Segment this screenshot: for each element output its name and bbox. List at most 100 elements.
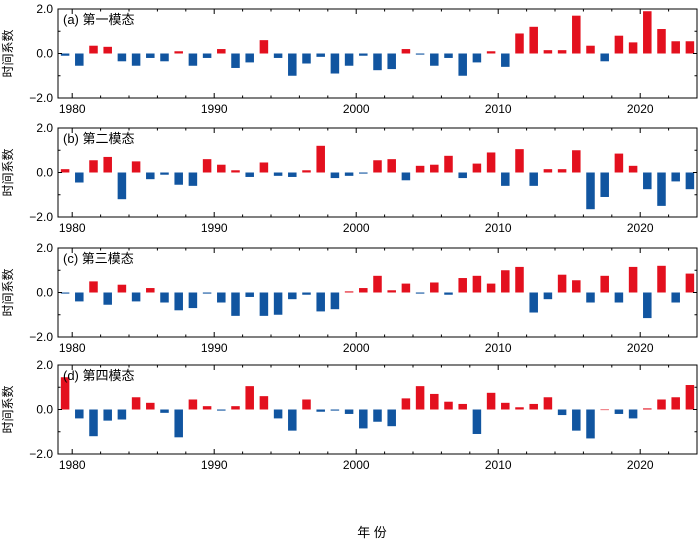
- x-tick-label: 1990: [201, 102, 228, 116]
- bar: [103, 292, 112, 305]
- bar: [344, 291, 354, 293]
- bar: [572, 280, 581, 293]
- bar: [515, 149, 524, 173]
- bar: [316, 53, 325, 57]
- bar: [444, 292, 453, 295]
- bar: [387, 409, 396, 427]
- bar: [415, 386, 425, 410]
- bar: [614, 35, 624, 54]
- bar: [103, 46, 112, 54]
- bar: [231, 406, 240, 410]
- bar: [373, 53, 382, 71]
- bar: [131, 397, 141, 410]
- y-axis-label: 时间系数: [0, 385, 15, 433]
- bar: [643, 11, 652, 54]
- bar: [217, 164, 226, 173]
- x-tick-label: 1990: [201, 221, 228, 235]
- bar: [685, 172, 695, 190]
- bar: [359, 288, 368, 293]
- bar: [75, 292, 84, 302]
- bar: [231, 53, 240, 68]
- chart-panels: −2.0 0.0 2.0 1980 1990 2000 2010 2020 (a) 第一模态时间…: [0, 2, 698, 472]
- bar: [430, 164, 439, 173]
- bar: [628, 266, 638, 293]
- x-tick-label: 2000: [343, 458, 370, 472]
- bar: [259, 396, 269, 410]
- bar: [472, 163, 482, 173]
- bar: [458, 172, 467, 179]
- x-tick-label: 2000: [343, 341, 370, 355]
- bar: [501, 402, 510, 410]
- bar: [458, 403, 467, 410]
- bar: [131, 161, 141, 173]
- y-tick-label: −2.0: [29, 91, 53, 105]
- y-tick-label: 2.0: [36, 241, 53, 255]
- y-tick-label: 2.0: [36, 2, 53, 16]
- bar: [415, 292, 425, 294]
- panel-3: −2.0 0.0 2.0 1980 1990 2000 2010 2020 (c) 第三模态时间…: [0, 241, 698, 355]
- bar: [472, 275, 482, 293]
- bar: [103, 409, 112, 421]
- bar: [529, 403, 538, 410]
- bar: [117, 284, 127, 293]
- bar: [401, 49, 411, 54]
- bar: [188, 292, 198, 309]
- bar: [458, 278, 467, 293]
- bar: [472, 409, 482, 434]
- bar: [671, 397, 680, 410]
- bar: [202, 406, 212, 410]
- bar: [245, 53, 254, 63]
- bar: [572, 150, 581, 173]
- bar: [160, 172, 169, 175]
- bar: [586, 292, 595, 303]
- bar: [174, 409, 183, 438]
- bar: [359, 409, 368, 429]
- bar: [202, 53, 212, 58]
- bar: [444, 401, 453, 410]
- bar: [330, 292, 340, 310]
- bar: [543, 397, 553, 410]
- x-tick-label: 2000: [343, 102, 370, 116]
- bar: [188, 399, 198, 410]
- bar: [231, 170, 240, 173]
- bar: [75, 172, 84, 183]
- bar: [685, 273, 695, 293]
- bar: [373, 409, 382, 422]
- bar: [543, 292, 553, 300]
- bar: [60, 377, 70, 410]
- y-tick-label: 0.0: [36, 403, 53, 417]
- bar: [288, 172, 297, 177]
- x-tick-label: 2010: [485, 458, 512, 472]
- bar: [614, 409, 624, 414]
- bar: [330, 172, 340, 179]
- x-tick-label: 1980: [59, 341, 86, 355]
- x-tick-label: 2020: [627, 458, 654, 472]
- panel-4: −2.0 0.0 2.0 1980 1990 2000 2010 2020 (d) 第四模态时间…: [0, 358, 698, 472]
- bar: [557, 274, 567, 293]
- x-tick-label: 2020: [627, 102, 654, 116]
- bar: [302, 170, 311, 173]
- bar: [174, 51, 183, 54]
- bar: [685, 41, 695, 54]
- bar: [600, 409, 609, 411]
- y-tick-label: 2.0: [36, 121, 53, 135]
- panel-title: (b) 第二模态: [63, 131, 135, 146]
- bar: [359, 172, 368, 174]
- bar: [273, 409, 283, 419]
- bar: [288, 409, 297, 431]
- panel-title: (d) 第四模态: [63, 368, 135, 383]
- bar: [387, 53, 396, 70]
- panel-2: −2.0 0.0 2.0 1980 1990 2000 2010 2020 (b) 第二模态时间…: [0, 121, 698, 235]
- bar: [401, 398, 411, 410]
- bar: [288, 53, 297, 76]
- x-tick-label: 1980: [59, 221, 86, 235]
- bar: [614, 292, 624, 303]
- bar: [600, 53, 609, 62]
- x-tick-label: 2010: [485, 102, 512, 116]
- bar: [103, 156, 112, 173]
- bar: [586, 45, 595, 54]
- y-axis-label: 时间系数: [0, 268, 15, 316]
- x-tick-label: 2010: [485, 341, 512, 355]
- bar: [685, 385, 695, 410]
- bar: [557, 409, 567, 416]
